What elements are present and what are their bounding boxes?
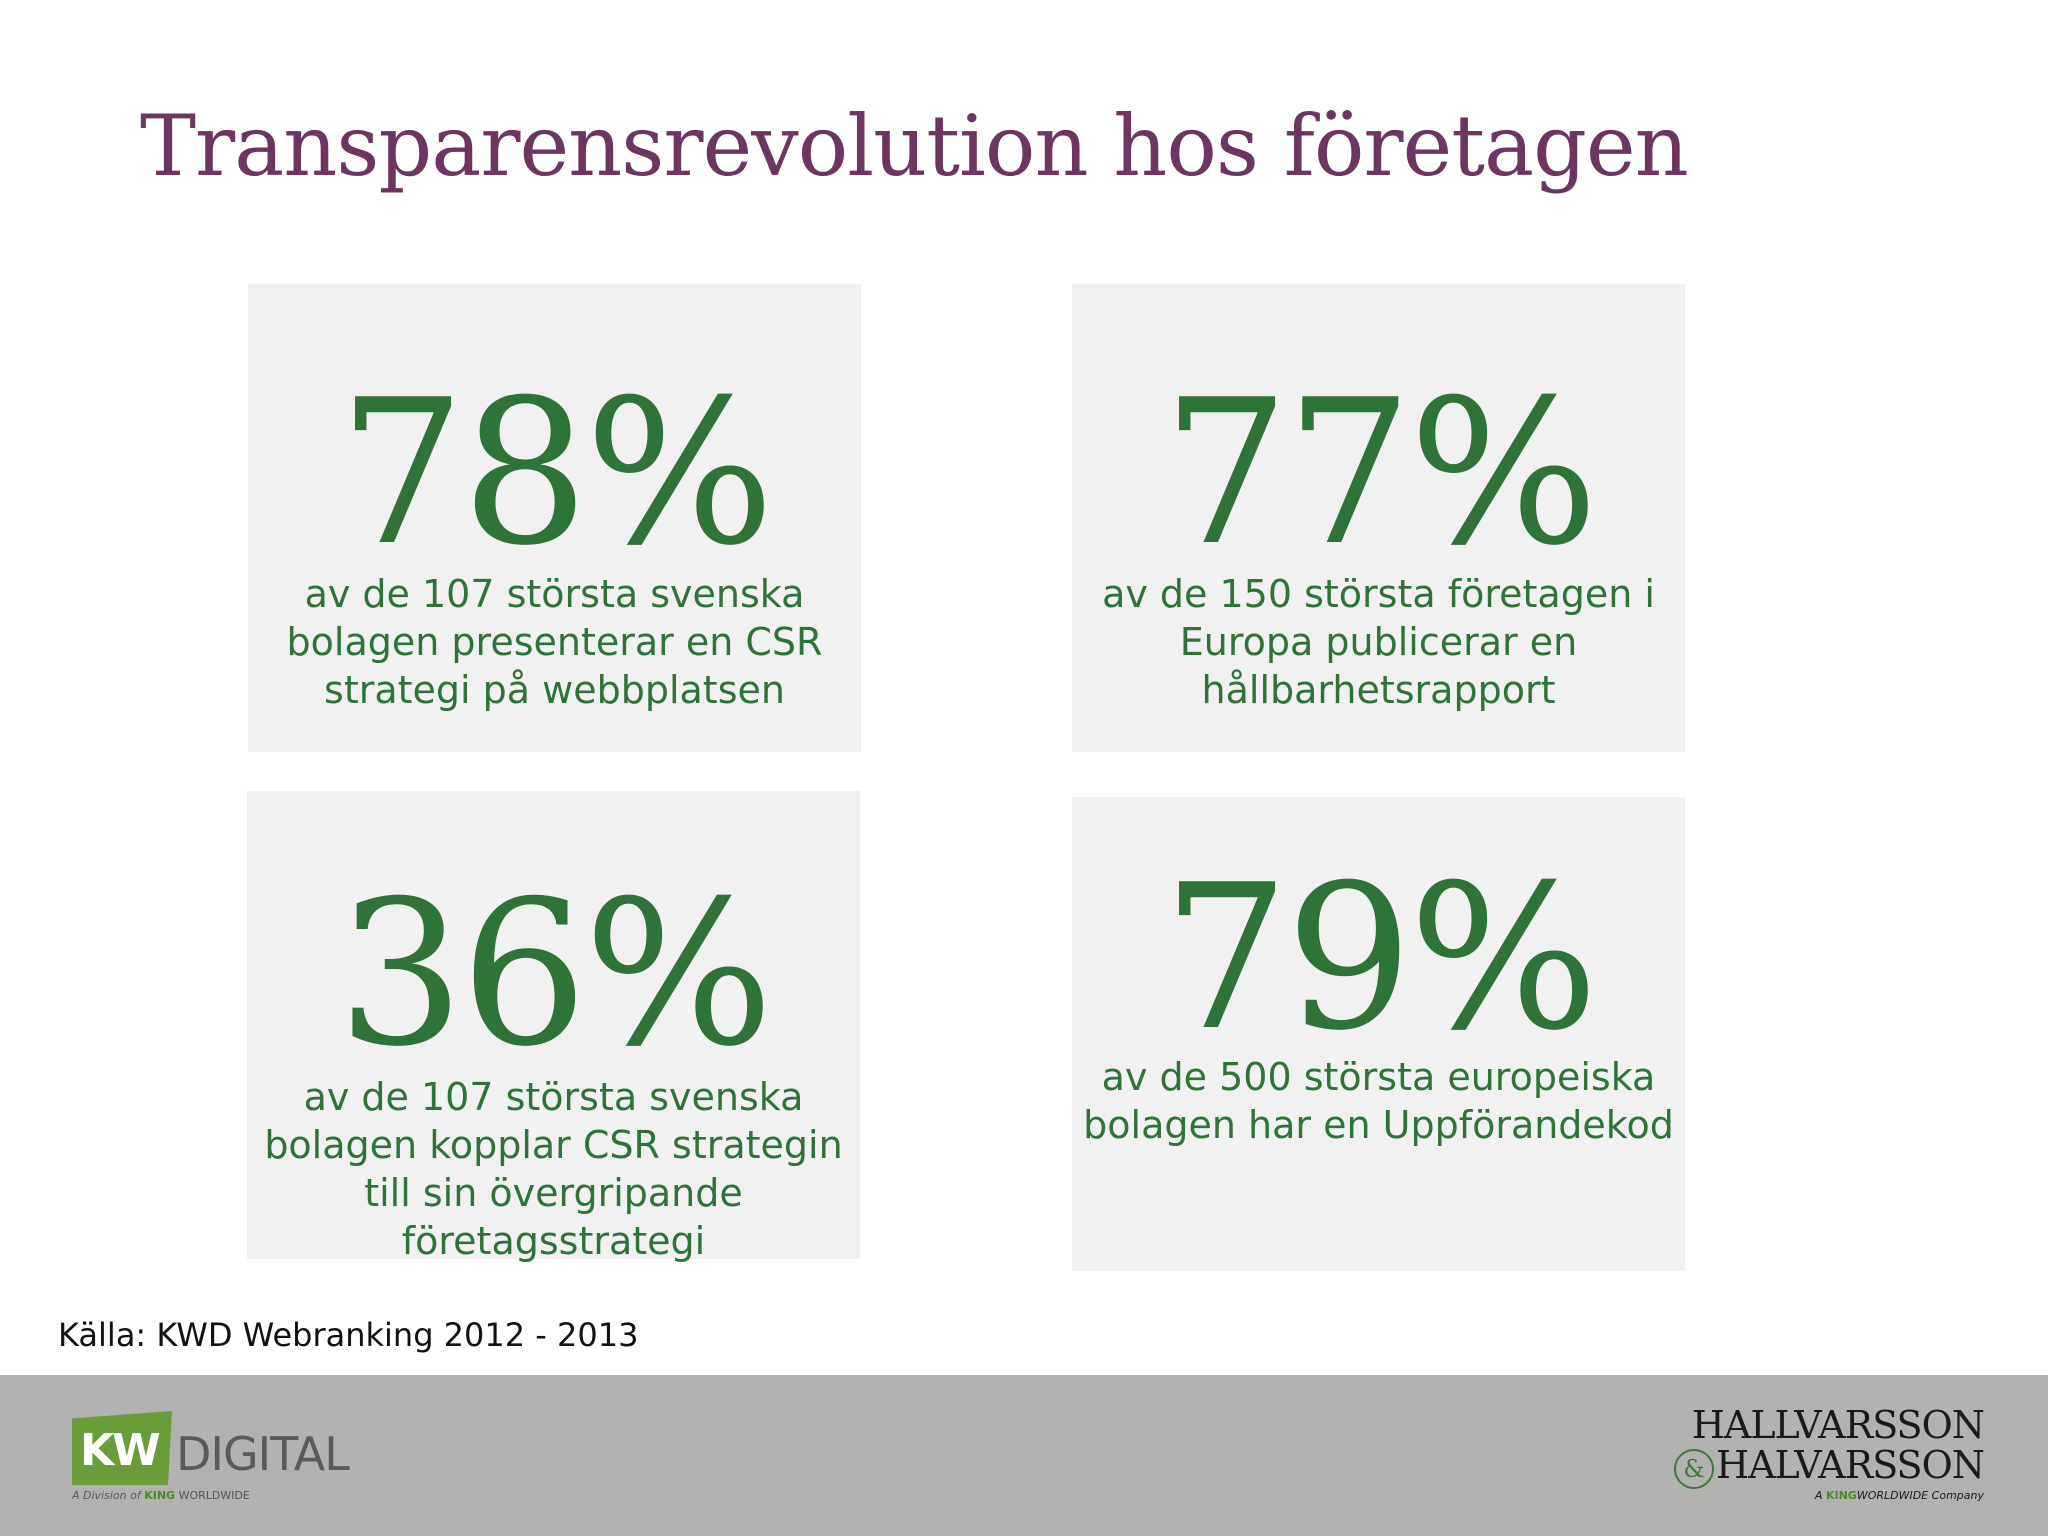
kw-tagline-brand: KING bbox=[144, 1489, 176, 1502]
stat-description-line: av de 500 största europeiska bbox=[1101, 1055, 1656, 1099]
hh-tagline-suffix: WORLDWIDE Company bbox=[1856, 1488, 1984, 1502]
stat-percent: 79% bbox=[1162, 842, 1599, 1075]
kw-digital-logo: KW DIGITAL A Division of KING WORLDWIDE bbox=[72, 1411, 372, 1502]
stat-description-line: Europa publicerar en bbox=[1179, 620, 1578, 664]
stat-description-line: av de 107 största svenska bbox=[303, 1075, 804, 1119]
stat-percent: 36% bbox=[337, 858, 774, 1091]
ampersand-icon: & bbox=[1673, 1448, 1714, 1489]
source-note: Källa: KWD Webranking 2012 - 2013 bbox=[58, 1316, 639, 1354]
stat-card: 77% av de 150 största företagen i Europa… bbox=[1072, 284, 1685, 752]
stat-description-line: av de 150 största företagen i bbox=[1102, 572, 1655, 616]
stat-description: av de 107 största svenska bolagen presen… bbox=[248, 570, 861, 714]
kw-tagline-prefix: A Division of bbox=[72, 1489, 141, 1502]
stat-description-line: bolagen har en Uppförandekod bbox=[1083, 1103, 1674, 1147]
footer-bar: KW DIGITAL A Division of KING WORLDWIDE … bbox=[0, 1375, 2048, 1536]
hh-logo-line2-wrap: & HALVARSSON bbox=[1664, 1443, 1985, 1489]
slide-title: Transparensrevolution hos företagen bbox=[140, 97, 1689, 195]
stat-description: av de 500 största europeiska bolagen har… bbox=[1072, 1053, 1685, 1149]
stat-description: av de 150 största företagen i Europa pub… bbox=[1072, 570, 1685, 714]
stat-percent: 78% bbox=[338, 357, 775, 590]
stat-description: av de 107 största svenska bolagen koppla… bbox=[247, 1073, 860, 1265]
hallvarsson-logo: HALLVARSSON & HALVARSSON A KINGWORLDWIDE … bbox=[1664, 1403, 1985, 1515]
stat-description-line: bolagen kopplar CSR strategin bbox=[264, 1123, 843, 1167]
stat-card: 78% av de 107 största svenska bolagen pr… bbox=[248, 284, 861, 752]
stat-description-line: bolagen presenterar en CSR bbox=[286, 620, 823, 664]
stat-description-line: företagsstrategi bbox=[401, 1219, 706, 1263]
stat-description-line: hållbarhetsrapport bbox=[1201, 668, 1556, 712]
kw-logo-tagline: A Division of KING WORLDWIDE bbox=[72, 1489, 250, 1502]
hh-logo-line1: HALLVARSSON bbox=[1691, 1403, 1985, 1447]
stat-percent: 77% bbox=[1162, 357, 1599, 590]
stat-card: 36% av de 107 största svenska bolagen ko… bbox=[247, 791, 860, 1263]
stat-description-line: av de 107 största svenska bbox=[304, 572, 805, 616]
hh-logo-tagline: A KINGWORLDWIDE Company bbox=[1664, 1489, 1984, 1502]
stat-description-line: till sin övergripande bbox=[364, 1171, 743, 1215]
kw-badge-icon bbox=[72, 1411, 172, 1485]
stat-description-line: strategi på webbplatsen bbox=[324, 668, 785, 712]
kw-badge-label: KW bbox=[80, 1425, 161, 1476]
hh-tagline-brand: KING bbox=[1825, 1488, 1857, 1502]
hh-logo-line2: HALVARSSON bbox=[1715, 1443, 1985, 1487]
kw-tagline-suffix: WORLDWIDE bbox=[178, 1489, 250, 1502]
stat-card: 79% av de 500 största europeiska bolagen… bbox=[1072, 797, 1685, 1271]
kw-logo-name: DIGITAL bbox=[176, 1427, 350, 1481]
hh-tagline-prefix: A bbox=[1814, 1488, 1823, 1502]
